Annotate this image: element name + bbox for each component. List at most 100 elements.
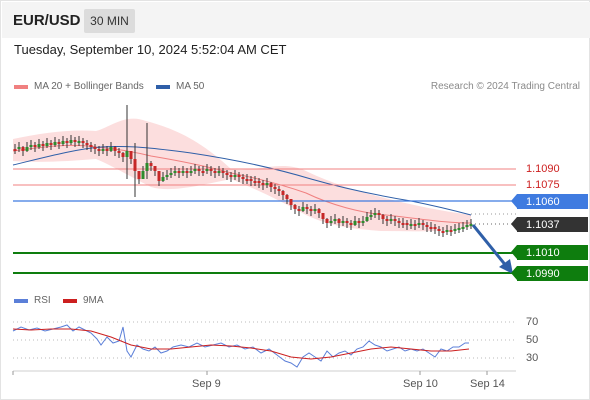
rsi-line xyxy=(12,324,469,368)
legend-ma50: MA 50 xyxy=(156,81,204,92)
candle-body xyxy=(301,207,305,211)
candle-body xyxy=(37,144,41,147)
candle-body xyxy=(441,231,445,233)
candle-body xyxy=(381,215,385,219)
candle-body xyxy=(69,140,73,143)
candle-body xyxy=(49,143,53,145)
candle-body xyxy=(273,187,277,189)
last-price-tag: 1.1037 xyxy=(511,217,588,232)
rsi-ma-swatch xyxy=(63,298,77,303)
candle-body xyxy=(249,179,253,181)
candle-body xyxy=(425,225,429,227)
candle-body xyxy=(241,177,245,179)
candle-body xyxy=(285,195,289,199)
candle-body xyxy=(277,189,281,191)
candle-body xyxy=(465,225,469,227)
candle-body xyxy=(257,181,261,183)
candle-body xyxy=(97,149,101,151)
support-1-tag: 1.1010 xyxy=(511,245,588,260)
candle-body xyxy=(209,169,213,171)
candle-body xyxy=(153,166,157,171)
chart-header: EUR/USD 30 MIN xyxy=(2,2,590,38)
candle-body xyxy=(17,147,21,149)
candle-body xyxy=(93,147,97,149)
candle-body xyxy=(369,215,373,217)
candle-body xyxy=(217,171,221,173)
candle-body xyxy=(341,221,345,223)
candle-body xyxy=(53,142,57,145)
candle-body xyxy=(433,227,437,229)
candle-body xyxy=(161,177,165,181)
support-2-tag: 1.0990 xyxy=(511,266,588,281)
candle-body xyxy=(345,221,349,223)
ma20-legend-label: MA 20 + Bollinger Bands xyxy=(34,81,144,92)
ma20-swatch xyxy=(14,84,28,89)
candle-body xyxy=(73,140,77,142)
pivot-price-value: 1.1060 xyxy=(526,195,560,208)
rsi-level-50: 50 xyxy=(526,334,539,346)
candle-body xyxy=(401,223,405,225)
candle-body xyxy=(29,145,33,147)
candle-body xyxy=(405,223,409,225)
candle-body xyxy=(197,169,201,171)
candle-body xyxy=(81,141,85,143)
candle-body xyxy=(309,209,313,211)
pivot-price-tag: 1.1060 xyxy=(511,194,588,209)
candle-body xyxy=(349,223,353,225)
candle-body xyxy=(229,175,233,177)
candle-body xyxy=(437,229,441,231)
timeframe-button[interactable]: 30 MIN xyxy=(84,9,135,33)
candle-body xyxy=(205,169,209,171)
candle-body xyxy=(281,191,285,195)
candle-body xyxy=(109,147,113,151)
candle-body xyxy=(157,171,161,181)
candle-body xyxy=(237,175,241,177)
support-2-value: 1.0990 xyxy=(526,267,560,280)
rsi-level-70: 70 xyxy=(526,316,539,328)
rsi-swatch xyxy=(14,298,28,303)
candle-body xyxy=(337,219,341,223)
chart-datetime: Tuesday, September 10, 2024 5:52:04 AM C… xyxy=(14,42,287,57)
candle-body xyxy=(329,221,333,223)
candle-body xyxy=(333,219,337,221)
candle-body xyxy=(393,219,397,221)
candle-body xyxy=(353,221,357,225)
candle-body xyxy=(365,217,369,221)
candle-body xyxy=(169,173,173,175)
rsi-level-30: 30 xyxy=(526,352,539,364)
candle-body xyxy=(269,183,273,187)
candle-body xyxy=(397,221,401,223)
candle-body xyxy=(177,171,181,173)
forecast-arrow-head xyxy=(499,259,513,274)
candle-body xyxy=(129,151,133,159)
candle-body xyxy=(253,181,257,183)
candle-body xyxy=(173,171,177,173)
candle-body xyxy=(361,221,365,223)
candle-body xyxy=(373,213,377,215)
symbol-title: EUR/USD xyxy=(13,12,81,29)
candle-body xyxy=(245,179,249,181)
candle-body xyxy=(165,175,169,177)
candle-body xyxy=(377,213,381,215)
x-label-sep9: Sep 9 xyxy=(192,378,221,390)
candle-body xyxy=(461,227,465,229)
candle-body xyxy=(417,223,421,225)
candle-body xyxy=(221,171,225,173)
candle-body xyxy=(41,144,45,146)
legend-ma20: MA 20 + Bollinger Bands xyxy=(14,81,144,92)
candle-body xyxy=(409,224,413,226)
candle-body xyxy=(77,141,81,143)
candle-body xyxy=(25,147,29,151)
rsi-ma-line xyxy=(12,328,470,360)
resistance-1-label: 1.1090 xyxy=(526,163,560,175)
x-label-sep14: Sep 14 xyxy=(470,378,505,390)
candle-body xyxy=(421,223,425,225)
forecast-arrow xyxy=(471,224,509,268)
candle-body xyxy=(121,153,125,157)
candle-body xyxy=(429,227,433,229)
candle-body xyxy=(145,163,149,171)
candle-body xyxy=(265,183,269,185)
candle-body xyxy=(233,175,237,177)
